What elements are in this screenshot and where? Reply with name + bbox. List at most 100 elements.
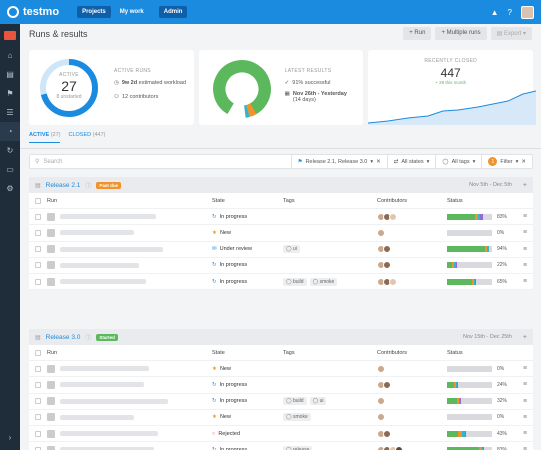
app-logo[interactable]: testmo [7,6,59,18]
run-name-placeholder[interactable] [60,230,135,236]
row-menu-icon[interactable]: ≡ [523,446,528,450]
run-cell[interactable] [47,212,156,221]
group-title[interactable]: Release 2.1 [45,181,81,189]
contributor-avatar[interactable] [377,228,385,237]
run-name-placeholder[interactable] [60,279,147,285]
clear-icon[interactable]: ✕ [376,158,381,165]
tag-chip[interactable]: ◯ build [283,397,307,406]
run-cell[interactable] [47,261,140,270]
table-row[interactable]: ↻ In progress 83% ≡ [29,209,533,226]
home-icon[interactable]: ⌂ [7,51,13,60]
run-name-placeholder[interactable] [60,214,156,220]
help-icon[interactable]: ? [507,7,512,17]
tag-chip[interactable]: ◯ build [283,277,307,286]
group-title[interactable]: Release 3.0 [45,333,81,341]
milestone-filter[interactable]: ⚑ Release 2.1, Release 3.0 ▾ ✕ [290,155,387,168]
sessions-icon[interactable]: ↻ [6,146,14,155]
contributor-avatar[interactable] [377,413,385,422]
add-run-button[interactable]: + Run [403,27,432,40]
row-checkbox[interactable] [35,398,41,405]
run-cell[interactable] [47,380,144,389]
row-checkbox[interactable] [35,246,41,253]
row-checkbox[interactable] [35,229,41,236]
table-row[interactable]: ★ New 0% ≡ [29,225,533,242]
search-input[interactable]: ⚲ Search [30,158,291,166]
nav-my-work[interactable]: My work [119,9,144,15]
tab-active[interactable]: ACTIVE (27) [29,132,61,143]
run-cell[interactable] [47,277,147,286]
table-row[interactable]: ○ Rejected 43% ≡ [29,426,533,443]
table-row[interactable]: ✉ Under review ◯ ui 94% ≡ [29,242,533,258]
table-row[interactable]: ★ New 0% ≡ [29,361,533,378]
group-header[interactable]: ▤ Release 3.0 ⓘ Started Nov 15th - Dec 2… [29,329,533,345]
multiple-runs-button[interactable]: + Multiple runs [435,27,487,40]
filter-button[interactable]: 1 Filter ▾ ✕ [481,155,532,168]
table-row[interactable]: ★ New ◯ smoke 0% ≡ [29,410,533,426]
export-button[interactable]: ▤ Export ▾ [490,27,532,40]
run-name-placeholder[interactable] [60,366,149,372]
table-row[interactable]: ↻ In progress ◯ build ◯ ui 32% ≡ [29,394,533,410]
runs-icon[interactable]: ◔ [0,122,20,141]
tag-chip[interactable]: ◯ smoke [309,277,338,286]
contributor-avatar[interactable] [383,380,391,389]
table-row[interactable]: ↻ In progress ◯ release 83% ≡ [29,442,533,450]
run-name-placeholder[interactable] [60,414,135,420]
tab-closed[interactable]: CLOSED (447) [68,132,105,143]
row-checkbox[interactable] [35,446,41,450]
tag-chip[interactable]: ◯ ui [309,397,327,406]
automation-icon[interactable]: ▭ [6,165,14,174]
bell-icon[interactable]: ▲ [490,7,499,17]
run-cell[interactable] [47,364,149,373]
run-cell[interactable] [47,397,168,406]
row-menu-icon[interactable]: ≡ [523,245,528,253]
contributor-avatar[interactable] [383,245,391,254]
table-row[interactable]: ↻ In progress 24% ≡ [29,377,533,394]
row-menu-icon[interactable]: ≡ [523,397,528,405]
table-row[interactable]: ↻ In progress 22% ≡ [29,258,533,274]
run-name-placeholder[interactable] [60,398,168,404]
run-cell[interactable] [47,429,159,438]
run-cell[interactable] [47,228,135,237]
row-menu-icon[interactable]: ≡ [523,261,528,269]
run-cell[interactable] [47,445,154,450]
contributor-avatar[interactable] [395,445,403,450]
contributor-avatar[interactable] [383,429,391,438]
row-checkbox[interactable] [35,278,41,285]
tag-chip[interactable]: ◯ ui [283,245,300,254]
contributor-avatar[interactable] [383,261,391,270]
repository-icon[interactable]: ▤ [6,70,14,79]
row-checkbox[interactable] [35,213,41,220]
run-name-placeholder[interactable] [60,447,154,450]
add-icon[interactable]: + [522,181,527,189]
row-menu-icon[interactable]: ≡ [523,365,528,373]
row-menu-icon[interactable]: ≡ [523,229,528,237]
row-menu-icon[interactable]: ≡ [523,213,528,221]
run-cell[interactable] [47,245,164,254]
expand-icon[interactable]: › [8,433,12,442]
select-all-checkbox[interactable] [35,349,41,356]
contributor-avatar[interactable] [377,397,385,406]
add-icon[interactable]: + [522,333,527,341]
row-menu-icon[interactable]: ≡ [523,430,528,438]
clear-filter-icon[interactable]: ✕ [521,158,526,165]
states-filter[interactable]: ⇄ All states ▾ [386,155,436,168]
run-name-placeholder[interactable] [60,382,144,388]
contributor-avatar[interactable] [389,212,397,221]
row-checkbox[interactable] [35,262,41,269]
nav-admin[interactable]: Admin [158,6,188,18]
contributor-avatar[interactable] [389,277,397,286]
run-cell[interactable] [47,413,135,422]
row-checkbox[interactable] [35,381,41,388]
contributor-avatar[interactable] [377,364,385,373]
row-menu-icon[interactable]: ≡ [523,413,528,421]
user-avatar[interactable] [521,5,534,19]
milestones-icon[interactable]: ⚑ [6,89,14,98]
tag-chip[interactable]: ◯ release [283,445,313,450]
sidebar-item-project[interactable] [0,24,20,46]
list-icon[interactable]: ☰ [6,108,14,117]
run-name-placeholder[interactable] [60,262,140,268]
run-name-placeholder[interactable] [60,431,159,437]
row-checkbox[interactable] [35,365,41,372]
tag-chip[interactable]: ◯ smoke [283,413,311,422]
table-row[interactable]: ↻ In progress ◯ build ◯ smoke 65% ≡ [29,274,533,291]
